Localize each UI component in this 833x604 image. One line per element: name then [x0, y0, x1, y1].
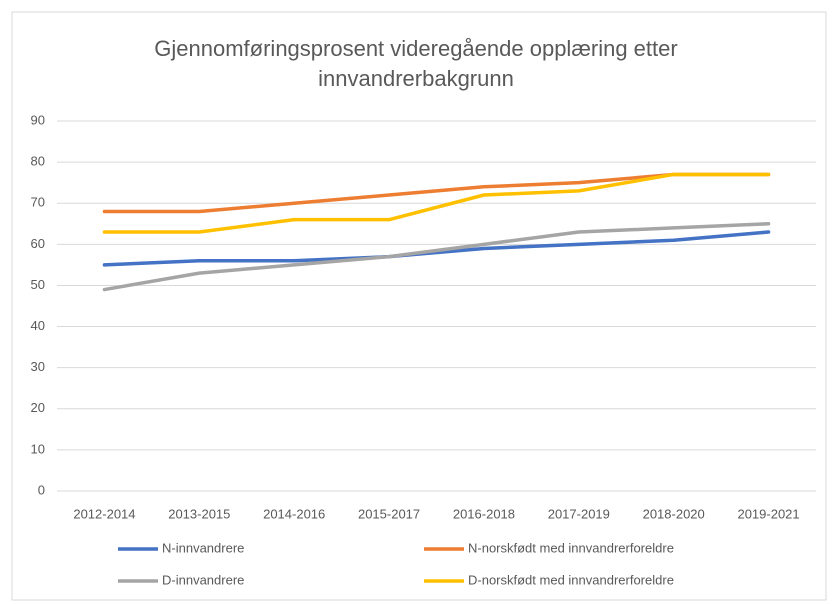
chart-title: Gjennomføringsprosent videregående opplæ…: [154, 36, 678, 91]
y-tick-label: 80: [31, 154, 45, 169]
y-tick-label: 30: [31, 359, 45, 374]
y-tick-label: 50: [31, 277, 45, 292]
y-tick-label: 60: [31, 236, 45, 251]
x-tick-label: 2017-2019: [548, 506, 610, 521]
y-tick-label: 90: [31, 112, 45, 127]
x-tick-label: 2014-2016: [263, 506, 325, 521]
x-tick-label: 2019-2021: [737, 506, 799, 521]
y-tick-label: 70: [31, 195, 45, 210]
y-tick-label: 0: [38, 482, 45, 497]
legend-label: D-norskfødt med innvandrerforeldre: [468, 572, 674, 587]
series-line: [102, 222, 771, 292]
y-tick-label: 40: [31, 318, 45, 333]
x-tick-label: 2012-2014: [73, 506, 135, 521]
series-line: [102, 230, 771, 267]
x-tick-label: 2018-2020: [643, 506, 705, 521]
series-line: [102, 172, 771, 234]
y-tick-label: 10: [31, 441, 45, 456]
x-tick-label: 2013-2015: [168, 506, 230, 521]
legend-label: N-innvandrere: [162, 540, 244, 555]
legend-label: N-norskfødt med innvandrerforeldre: [468, 540, 674, 555]
chart-border: [11, 11, 827, 601]
x-tick-label: 2016-2018: [453, 506, 515, 521]
x-tick-label: 2015-2017: [358, 506, 420, 521]
y-tick-label: 20: [31, 400, 45, 415]
legend-label: D-innvandrere: [162, 572, 244, 587]
